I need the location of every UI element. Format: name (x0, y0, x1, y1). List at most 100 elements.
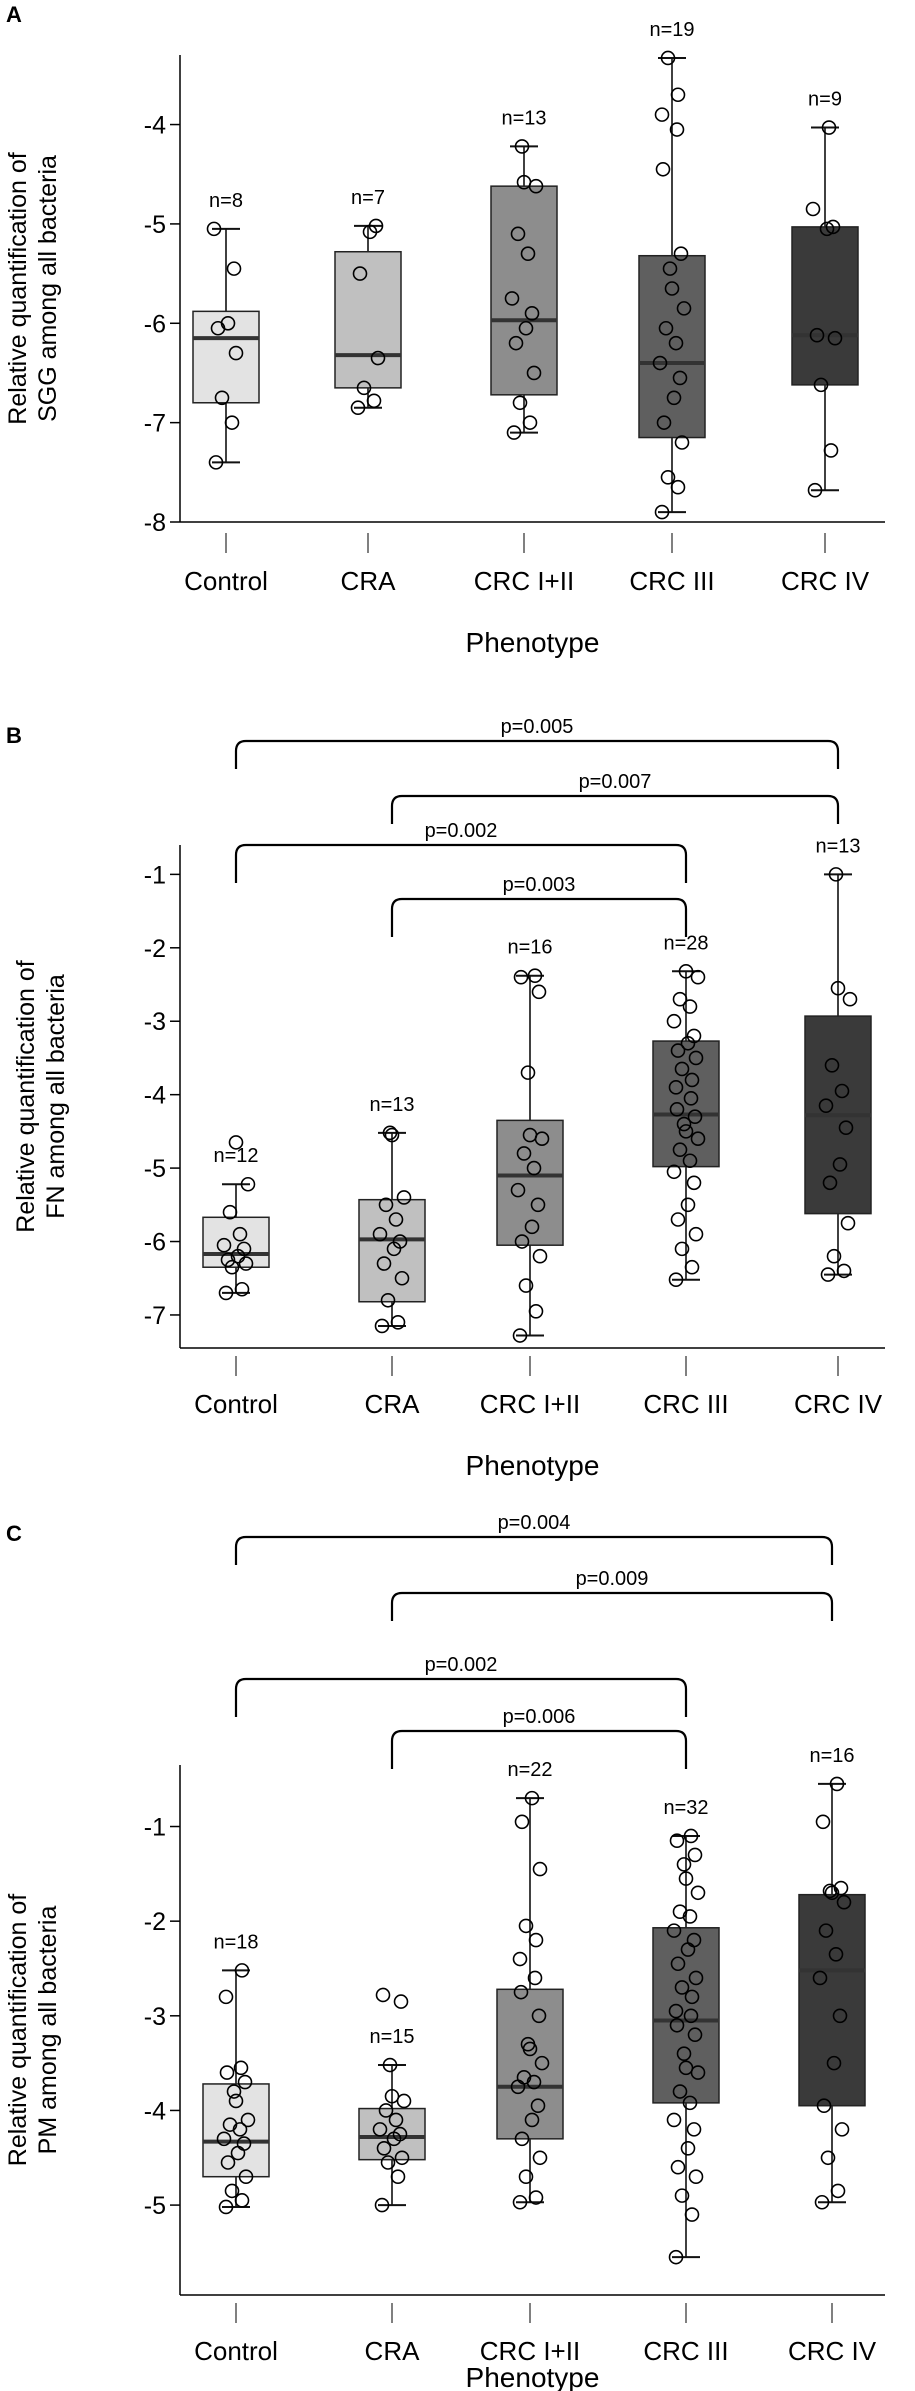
data-point (654, 504, 670, 520)
n-label: n=8 (209, 190, 243, 212)
data-point (672, 1142, 688, 1158)
data-point (832, 1157, 848, 1172)
x-tick-label: Control (194, 1389, 278, 1419)
data-point (688, 1970, 704, 1986)
data-point (370, 350, 386, 366)
data-point (683, 2008, 699, 2024)
data-point (228, 345, 244, 361)
y-tick-label: -6 (144, 310, 166, 338)
y-axis-title-line: Relative quantification of (12, 960, 40, 1232)
data-point (512, 1328, 528, 1343)
panel-letter: A (6, 2, 22, 27)
data-point (829, 1776, 845, 1792)
box-iqr (192, 310, 260, 404)
data-point (813, 377, 829, 393)
panel-c: C -1 -2 -3 -4 -5 Relative quantification of PM … (4, 1512, 885, 2391)
data-point (233, 2060, 249, 2076)
n-label: n=7 (351, 187, 385, 209)
data-point (825, 219, 841, 235)
data-point (814, 2194, 830, 2210)
data-point (678, 1124, 694, 1139)
p-value-label: p=0.003 (503, 874, 576, 896)
data-point (375, 1987, 391, 2003)
data-point (218, 1989, 234, 2005)
y-tick-label: -4 (144, 112, 166, 140)
data-point (218, 1285, 234, 1301)
data-point (666, 390, 682, 406)
data-point (380, 1292, 396, 1308)
data-point (526, 1160, 542, 1176)
data-point (390, 1314, 406, 1330)
data-point (224, 2183, 240, 2199)
y-tick-label: -5 (144, 1155, 166, 1183)
significance-bracket (234, 1535, 834, 1565)
x-tick-label: Control (184, 566, 268, 596)
data-point (821, 120, 837, 135)
data-point (234, 2193, 250, 2208)
data-point (219, 2065, 235, 2080)
data-point (669, 1833, 685, 1849)
data-point (682, 1153, 698, 1169)
data-point (683, 1091, 699, 1106)
box-iqr (496, 1119, 564, 1246)
data-point (818, 1923, 834, 1938)
box-iqr (202, 2083, 270, 2178)
data-point (674, 2188, 690, 2203)
data-point (394, 1270, 410, 1286)
y-tick-label: -7 (144, 410, 166, 438)
data-point (660, 50, 676, 66)
data-point (672, 1904, 688, 1919)
n-label: n=13 (815, 835, 860, 857)
data-point (830, 980, 846, 996)
significance-bracket (390, 794, 840, 824)
significance-bracket (390, 897, 688, 937)
data-point (668, 1080, 684, 1095)
n-label: n=22 (507, 1759, 552, 1781)
data-point (672, 991, 688, 1007)
data-point (228, 2093, 244, 2109)
data-point (514, 1814, 530, 1830)
data-point (388, 1212, 404, 1227)
data-point (378, 2103, 394, 2118)
data-point (524, 2112, 540, 2128)
x-axis-title: Phenotype (466, 2362, 600, 2391)
y-tick-label: -6 (144, 1229, 166, 1257)
data-point (670, 87, 686, 103)
x-tick-label: CRC I+II (480, 1389, 580, 1419)
data-point (374, 1318, 390, 1334)
data-point (512, 2194, 528, 2210)
significance-bracket (234, 739, 840, 769)
data-point (208, 455, 224, 470)
data-point (527, 1970, 543, 1986)
data-point (396, 2093, 412, 2109)
data-point (531, 2008, 547, 2024)
data-point (518, 2169, 534, 2184)
data-point (690, 1885, 706, 1901)
data-point (656, 415, 672, 430)
data-point (374, 2197, 390, 2213)
data-point (240, 2112, 256, 2128)
data-point (674, 1241, 690, 1257)
x-tick-label: CRA (365, 2336, 421, 2366)
data-point (222, 2117, 238, 2132)
data-point (686, 2122, 702, 2137)
data-point (350, 400, 366, 416)
data-point (528, 1303, 544, 1319)
panel-letter: B (6, 723, 22, 748)
data-point (513, 1984, 529, 2000)
y-tick-label: -4 (144, 1082, 166, 1110)
data-point (376, 2141, 392, 2156)
data-point (690, 969, 706, 985)
data-point (688, 2169, 704, 2184)
data-point (672, 370, 688, 386)
data-point (842, 991, 858, 1007)
y-tick-label: -8 (144, 509, 166, 537)
data-point (513, 969, 529, 985)
data-point (224, 415, 240, 430)
data-point (372, 2122, 388, 2137)
data-point (238, 1256, 254, 1271)
data-point (680, 1197, 696, 1213)
data-point (508, 335, 524, 351)
data-point (218, 2199, 234, 2215)
